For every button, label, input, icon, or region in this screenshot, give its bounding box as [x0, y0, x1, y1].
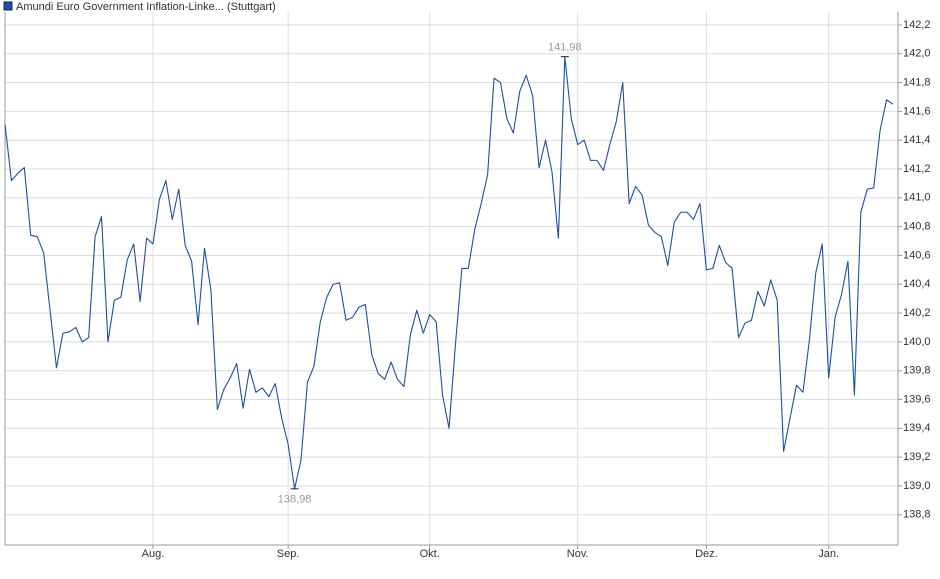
x-tick-label: Nov. [567, 548, 589, 560]
y-tick-label: 138,8 [903, 509, 931, 521]
y-tick-label: 140,8 [903, 221, 931, 233]
legend-swatch [3, 1, 13, 11]
y-tick-label: 141,8 [903, 76, 931, 88]
y-tick-label: 139,6 [903, 393, 931, 405]
x-tick-label: Jan. [818, 548, 839, 560]
y-tick-label: 140,4 [903, 278, 931, 290]
y-tick-label: 139,4 [903, 422, 931, 434]
x-tick-label: Dez. [695, 548, 718, 560]
y-tick-label: 140,2 [903, 307, 931, 319]
y-tick-label: 139,8 [903, 365, 931, 377]
x-tick-label: Okt. [420, 548, 440, 560]
value-label: 141,98 [548, 42, 582, 54]
y-tick-label: 141,0 [903, 192, 931, 204]
y-tick-label: 142,2 [903, 19, 931, 31]
legend-label: Amundi Euro Government Inflation-Linke..… [16, 1, 276, 13]
y-tick-label: 142,0 [903, 48, 931, 60]
x-tick-label: Sep. [277, 548, 300, 560]
y-tick-label: 140,6 [903, 249, 931, 261]
value-label: 138,98 [278, 494, 312, 506]
line-series [4, 56, 894, 490]
y-tick-label: 141,6 [903, 105, 931, 117]
y-tick-label: 141,4 [903, 134, 931, 146]
x-tick-label: Aug. [142, 548, 165, 560]
y-tick-label: 139,2 [903, 451, 931, 463]
y-tick-label: 139,0 [903, 480, 931, 492]
y-tick-label: 141,2 [903, 163, 931, 175]
y-tick-label: 140,0 [903, 336, 931, 348]
